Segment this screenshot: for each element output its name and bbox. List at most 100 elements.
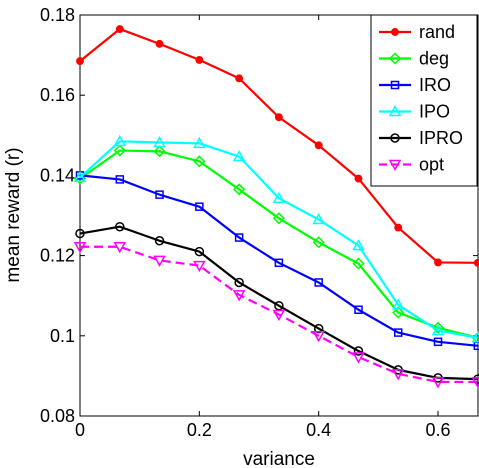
data-point: [392, 306, 405, 319]
data-point: [394, 223, 403, 232]
data-point: [193, 260, 206, 273]
legend-marker: [390, 133, 400, 143]
y-tick-label: 0.1: [50, 326, 75, 346]
data-point: [272, 191, 286, 204]
data-point: [153, 145, 166, 158]
legend-item: IPRO: [379, 128, 463, 148]
data-point: [195, 55, 204, 64]
data-point: [314, 278, 323, 287]
data-point: [391, 369, 405, 381]
data-point: [354, 174, 363, 183]
data-point: [195, 202, 204, 211]
data-point: [434, 258, 442, 267]
legend-label: IPO: [419, 102, 450, 122]
data-point: [312, 236, 325, 249]
legend-marker: [390, 80, 400, 90]
x-tick-label: 0.4: [306, 420, 331, 440]
y-tick-label: 0.12: [40, 246, 75, 266]
x-tick-label: 0.2: [187, 420, 212, 440]
data-point: [353, 346, 364, 356]
x-axis-ticks: 0 0.2 0.4 0.6: [75, 15, 451, 440]
series-layer: [73, 25, 479, 389]
data-point: [115, 221, 125, 232]
data-point: [354, 305, 363, 314]
data-point: [393, 328, 403, 337]
data-point: [76, 57, 84, 66]
series-line-opt: [80, 245, 478, 384]
x-axis-label: variance: [243, 449, 315, 468]
legend-item: opt: [379, 155, 444, 175]
data-point: [391, 298, 405, 310]
series-opt: [73, 242, 479, 389]
data-point: [193, 155, 206, 168]
data-point: [115, 175, 125, 184]
data-point: [272, 309, 286, 322]
series-rand: [76, 25, 479, 267]
data-point: [272, 212, 285, 225]
legend-item: rand: [379, 22, 455, 42]
data-point: [431, 324, 445, 336]
y-tick-label: 0.08: [40, 406, 75, 426]
series-ipro: [75, 221, 479, 384]
data-point: [352, 257, 365, 270]
series-iro: [75, 171, 479, 351]
data-point: [312, 212, 325, 225]
legend-marker: [388, 52, 402, 65]
data-point: [153, 135, 166, 148]
y-tick-label: 0.16: [40, 85, 75, 105]
data-point: [234, 277, 244, 288]
data-point: [235, 74, 244, 83]
data-point: [274, 113, 283, 122]
data-point: [75, 228, 85, 239]
legend-item: IRO: [379, 75, 451, 95]
data-point: [73, 170, 87, 183]
data-point: [153, 255, 166, 267]
data-point: [274, 258, 284, 268]
legend-marker: [388, 104, 402, 117]
data-point: [232, 150, 246, 162]
data-point: [471, 331, 479, 343]
series-ipo: [73, 134, 479, 343]
legend-label: opt: [419, 155, 444, 175]
data-point: [352, 352, 365, 364]
data-point: [155, 190, 164, 199]
legend-label: deg: [419, 49, 449, 69]
legend-label: IRO: [419, 75, 451, 95]
data-point: [113, 144, 126, 157]
legend-marker: [391, 28, 399, 36]
data-point: [274, 300, 284, 311]
y-tick-label: 0.18: [40, 5, 75, 25]
legend-label: rand: [419, 22, 455, 42]
y-tick-label: 0.14: [40, 165, 75, 185]
data-point: [193, 136, 206, 149]
series-line-ipo: [79, 140, 479, 339]
legend-label: IPRO: [419, 128, 463, 148]
legend-box: [370, 14, 478, 187]
data-point: [234, 233, 244, 242]
data-point: [115, 25, 124, 33]
series-line-ipro: [79, 225, 478, 381]
data-point: [113, 134, 127, 147]
data-point: [473, 258, 479, 267]
series-line-iro: [79, 174, 478, 347]
legend: rand deg IRO IPO IPRO opt: [370, 14, 478, 187]
data-point: [113, 242, 127, 254]
data-point: [233, 183, 246, 196]
legend-item: deg: [379, 49, 449, 69]
legend-marker: [388, 159, 402, 172]
x-tick-label: 0.6: [426, 420, 451, 440]
data-point: [232, 290, 246, 302]
data-point: [155, 39, 164, 48]
legend-item: IPO: [379, 102, 450, 122]
data-point: [313, 323, 324, 334]
data-point: [73, 242, 87, 254]
data-point: [312, 331, 325, 343]
x-tick-label: 0: [75, 420, 85, 440]
data-point: [471, 377, 479, 389]
y-axis-label: mean reward (r): [3, 147, 24, 282]
data-point: [194, 246, 205, 257]
data-point: [314, 141, 323, 150]
data-point: [431, 377, 445, 389]
data-point: [352, 239, 365, 251]
